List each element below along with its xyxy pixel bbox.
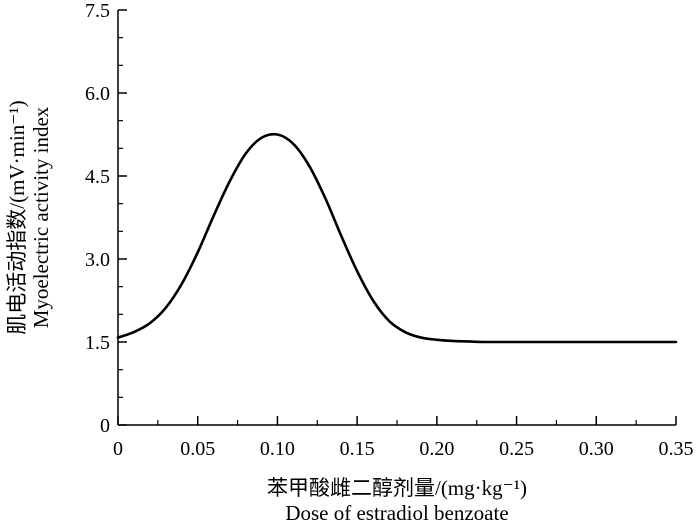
y-tick-label: 4.5 <box>85 166 110 188</box>
axes <box>117 10 676 426</box>
x-tick-label: 0.10 <box>260 438 295 460</box>
y-axis-title-line2: Myoelectric activity index <box>29 106 53 328</box>
x-tick-label: 0.25 <box>499 438 534 460</box>
x-tick-label: 0.15 <box>340 438 375 460</box>
x-tick-label: 0.20 <box>419 438 454 460</box>
y-tick-label: 7.5 <box>85 0 110 22</box>
x-tick-label: 0.30 <box>579 438 614 460</box>
x-tick-label: 0.05 <box>180 438 215 460</box>
y-tick-label: 1.5 <box>85 332 110 354</box>
y-axis-title-line1: 肌电活动指数/(mV·min⁻¹) <box>5 100 29 334</box>
y-tick-label: 0 <box>100 415 110 437</box>
y-tick-label: 6.0 <box>85 83 110 105</box>
series-line <box>116 132 678 344</box>
x-axis-ticks: 0 0.05 0.10 0.15 0.20 0.25 0.30 0.35 <box>113 416 694 460</box>
y-tick-label: 3.0 <box>85 249 110 271</box>
series-group <box>116 132 678 344</box>
x-axis-title-line1: 苯甲酸雌二醇剂量/(mg·kg⁻¹) <box>267 476 527 500</box>
y-axis-ticks: 0 1.5 3.0 4.5 6.0 7.5 <box>85 0 127 437</box>
x-tick-label: 0 <box>113 438 123 460</box>
x-axis-title-line2: Dose of estradiol benzoate <box>285 501 508 525</box>
x-tick-label: 0.35 <box>659 438 694 460</box>
